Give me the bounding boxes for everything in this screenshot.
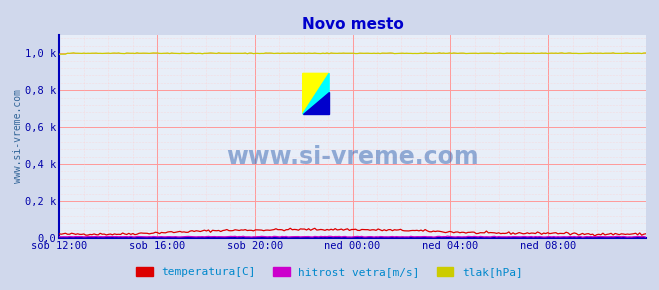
Legend: temperatura[C], hitrost vetra[m/s], tlak[hPa]: temperatura[C], hitrost vetra[m/s], tlak… xyxy=(132,262,527,282)
Y-axis label: www.si-vreme.com: www.si-vreme.com xyxy=(13,89,22,183)
Polygon shape xyxy=(302,73,329,114)
Polygon shape xyxy=(302,73,329,114)
Polygon shape xyxy=(302,92,329,114)
Title: Novo mesto: Novo mesto xyxy=(302,17,403,32)
Text: www.si-vreme.com: www.si-vreme.com xyxy=(226,145,479,168)
